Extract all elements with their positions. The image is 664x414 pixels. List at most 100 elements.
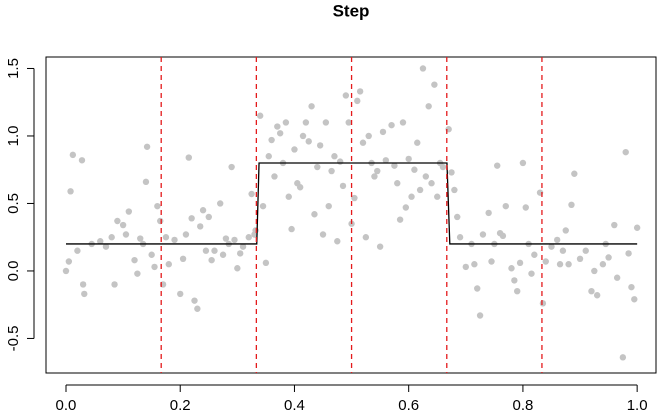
point xyxy=(499,232,507,240)
point xyxy=(342,92,350,99)
point xyxy=(211,247,218,254)
point xyxy=(456,234,464,241)
point xyxy=(528,270,535,277)
point xyxy=(599,261,607,268)
point xyxy=(419,65,427,72)
point xyxy=(382,157,390,164)
point xyxy=(414,139,421,146)
point xyxy=(302,119,310,126)
point xyxy=(613,274,621,281)
y-tick-label: 0.0 xyxy=(5,261,22,282)
point xyxy=(379,128,387,136)
point xyxy=(485,209,492,217)
point xyxy=(425,103,432,110)
point xyxy=(351,194,358,202)
x-tick-label: 1.0 xyxy=(627,397,648,414)
point xyxy=(319,231,327,238)
point xyxy=(239,243,247,250)
point xyxy=(619,354,627,361)
point xyxy=(362,234,370,241)
y-tick-label: 0.5 xyxy=(5,193,22,214)
point xyxy=(519,159,527,167)
point xyxy=(131,256,138,264)
point xyxy=(219,251,227,258)
point xyxy=(508,265,515,272)
x-tick-label: 0.6 xyxy=(398,397,419,414)
x-tick-label: 0.4 xyxy=(284,397,305,414)
point xyxy=(134,270,141,277)
point xyxy=(245,234,252,241)
point xyxy=(479,231,487,238)
point xyxy=(208,256,215,264)
point xyxy=(122,231,130,238)
point xyxy=(154,202,161,210)
point xyxy=(374,167,381,175)
point xyxy=(108,234,115,241)
point xyxy=(97,238,104,245)
point xyxy=(354,97,361,105)
chart-title: Step xyxy=(333,1,370,20)
point xyxy=(114,217,121,225)
point xyxy=(605,254,612,261)
point xyxy=(268,136,275,144)
point xyxy=(542,258,549,265)
point xyxy=(185,154,192,161)
point xyxy=(471,261,478,268)
point xyxy=(516,259,524,267)
point xyxy=(514,287,521,295)
point xyxy=(311,211,318,218)
point xyxy=(576,255,584,263)
point xyxy=(376,243,384,250)
point xyxy=(522,204,529,211)
point xyxy=(314,163,321,171)
point xyxy=(391,162,398,169)
point xyxy=(288,225,295,233)
point xyxy=(276,130,284,137)
point xyxy=(179,255,187,263)
point xyxy=(191,297,198,304)
point xyxy=(222,235,230,242)
point xyxy=(325,202,332,210)
point xyxy=(628,283,635,291)
point xyxy=(199,207,207,214)
point xyxy=(476,312,484,319)
point xyxy=(568,201,575,209)
point xyxy=(197,223,204,230)
point xyxy=(285,193,292,200)
point xyxy=(205,213,212,221)
point xyxy=(296,184,304,191)
point xyxy=(74,247,81,254)
point xyxy=(165,261,172,268)
point xyxy=(202,247,210,254)
point xyxy=(182,231,190,238)
point xyxy=(111,281,118,288)
point xyxy=(148,251,155,258)
point xyxy=(79,281,87,288)
point xyxy=(151,263,158,271)
point xyxy=(143,143,151,150)
point xyxy=(81,290,88,298)
point xyxy=(562,227,569,234)
point xyxy=(188,215,195,222)
point xyxy=(462,263,470,271)
point xyxy=(494,162,501,169)
point xyxy=(502,202,509,210)
point xyxy=(345,119,352,126)
point xyxy=(553,236,561,244)
point xyxy=(591,267,598,275)
point xyxy=(582,247,589,254)
point xyxy=(271,173,278,180)
point xyxy=(402,204,410,211)
point xyxy=(422,173,430,180)
point xyxy=(102,243,110,250)
point xyxy=(588,287,595,295)
point xyxy=(365,132,372,140)
y-tick-label: -0.5 xyxy=(5,326,22,352)
point xyxy=(488,258,495,265)
point xyxy=(62,267,70,275)
point xyxy=(394,180,401,187)
point xyxy=(439,163,447,171)
point xyxy=(142,178,150,186)
x-tick-label: 0.8 xyxy=(512,397,533,414)
